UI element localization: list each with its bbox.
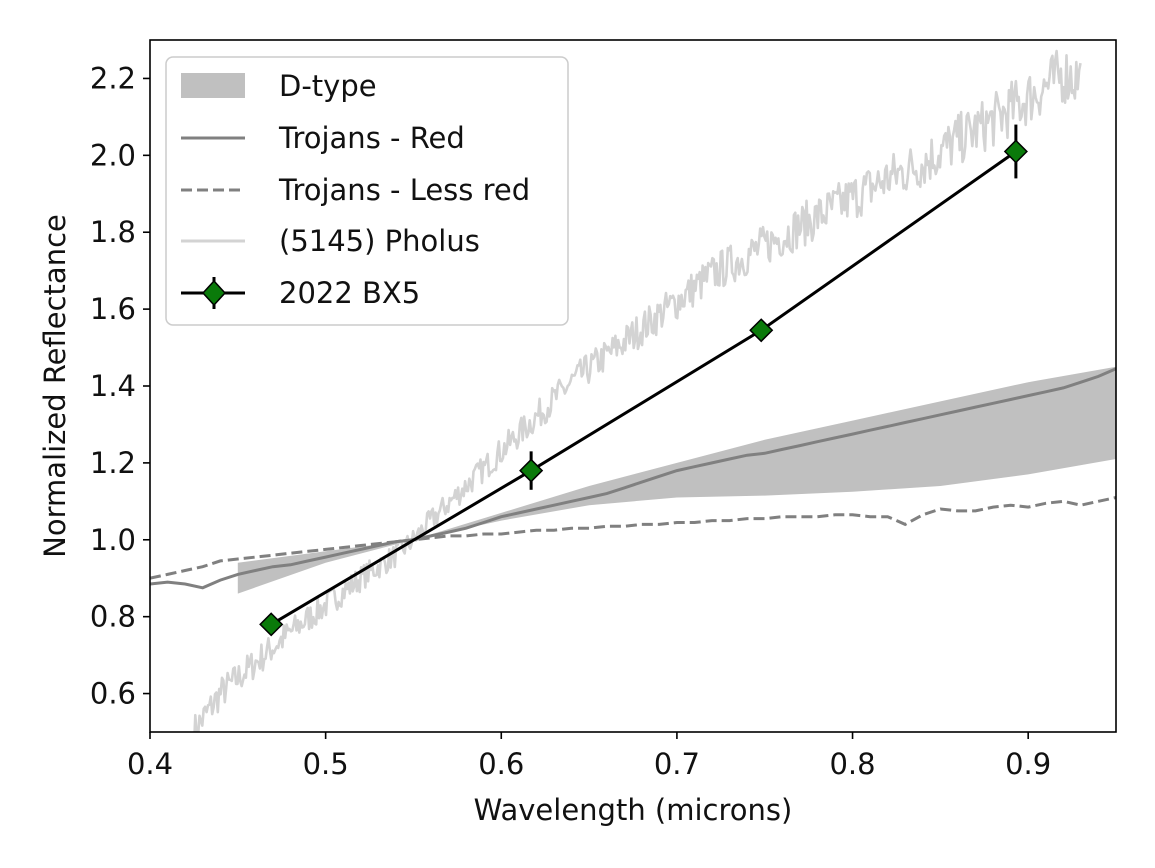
- y-tick-label: 0.6: [90, 677, 136, 711]
- bx5-point: [749, 318, 774, 343]
- x-tick-label: 0.9: [1005, 747, 1051, 781]
- y-tick-label: 2.0: [90, 138, 136, 172]
- legend-swatch-2022-bx5: [181, 277, 245, 309]
- legend-label-trojans-less-red: Trojans - Less red: [278, 173, 530, 207]
- legend-label-pholus: (5145) Pholus: [279, 224, 480, 258]
- bx5-point: [519, 458, 544, 483]
- x-tick-label: 0.4: [127, 747, 173, 781]
- legend-label-d-type: D-type: [279, 69, 377, 103]
- x-axis-title: Wavelength (microns): [474, 793, 793, 827]
- x-tick-label: 0.7: [654, 747, 700, 781]
- legend: D-type Trojans - Red Trojans - Less red …: [165, 56, 569, 326]
- legend-frame: [165, 56, 569, 326]
- legend-swatch-d-type: [181, 73, 245, 98]
- series-pholus-line: [193, 49, 1082, 732]
- y-axis: 0.6 0.8 1.0 1.2 1.4 1.6 1.8 2.0 2.2: [90, 61, 150, 711]
- y-tick-label: 1.6: [90, 292, 136, 326]
- series-trojans-less-red-line: [150, 496, 1116, 580]
- x-tick-label: 0.5: [303, 747, 349, 781]
- bx5-point: [259, 612, 284, 637]
- y-tick-label: 1.0: [90, 523, 136, 557]
- x-axis: 0.4 0.5 0.6 0.7 0.8 0.9: [127, 732, 1051, 781]
- y-tick-label: 1.2: [90, 446, 136, 480]
- y-tick-label: 2.2: [90, 61, 136, 95]
- series-2022-bx5-line: [270, 150, 1017, 626]
- y-axis-title: Normalized Reflectance: [38, 214, 72, 558]
- legend-label-2022-bx5: 2022 BX5: [279, 276, 420, 310]
- markers-layer: [259, 124, 1028, 637]
- series-layer: [150, 49, 1116, 732]
- legend-label-trojans-red: Trojans - Red: [278, 121, 465, 155]
- y-tick-label: 1.4: [90, 369, 136, 403]
- x-tick-label: 0.8: [829, 747, 875, 781]
- bx5-point: [1003, 139, 1028, 164]
- x-tick-label: 0.6: [478, 747, 524, 781]
- y-tick-label: 0.8: [90, 600, 136, 634]
- y-tick-label: 1.8: [90, 215, 136, 249]
- series-trojans-red-line: [150, 367, 1116, 590]
